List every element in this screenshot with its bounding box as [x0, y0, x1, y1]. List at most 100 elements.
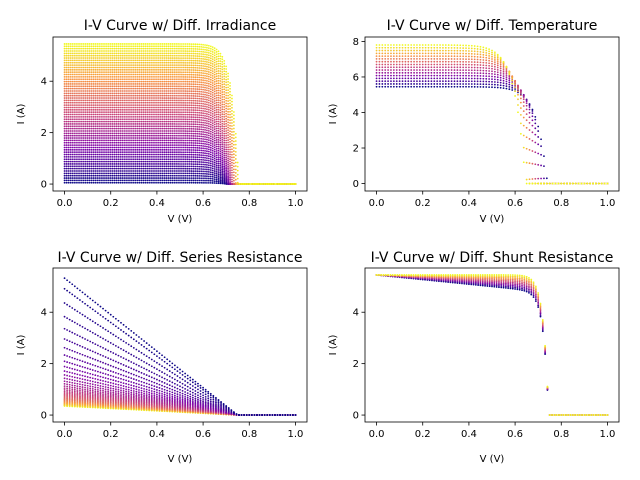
data-point	[138, 170, 141, 172]
data-point	[119, 104, 122, 107]
data-point	[127, 174, 129, 177]
data-point	[204, 96, 206, 98]
data-point	[96, 167, 99, 170]
data-point	[79, 132, 81, 135]
data-point	[107, 165, 110, 168]
data-point	[200, 133, 203, 135]
data-point	[167, 146, 170, 149]
data-point	[196, 142, 199, 145]
data-point	[165, 137, 168, 139]
data-point	[175, 123, 178, 125]
data-point	[211, 136, 214, 139]
data-point	[182, 111, 185, 114]
data-point	[77, 155, 79, 158]
data-point	[88, 99, 91, 102]
data-point	[144, 125, 147, 128]
data-point	[204, 117, 206, 120]
data-point	[129, 106, 131, 109]
data-point	[86, 137, 89, 139]
data-point	[154, 130, 156, 132]
data-point	[94, 181, 97, 184]
data-point	[84, 92, 87, 95]
data-point	[92, 87, 95, 90]
data-point	[157, 153, 160, 156]
data-point	[192, 90, 195, 93]
data-point	[79, 101, 81, 104]
data-point	[75, 148, 77, 151]
data-point	[127, 137, 129, 139]
data-point	[102, 87, 104, 90]
data-point	[82, 158, 85, 161]
data-point	[138, 111, 141, 114]
data-point	[213, 148, 216, 151]
data-point	[84, 174, 87, 177]
data-point	[211, 140, 214, 143]
data-point	[186, 130, 189, 133]
data-point	[90, 94, 93, 97]
data-point	[221, 143, 224, 146]
data-point	[69, 104, 72, 107]
data-point	[138, 148, 141, 151]
data-point	[194, 163, 197, 166]
data-point	[213, 130, 216, 133]
data-point	[104, 85, 106, 88]
data-point	[204, 107, 206, 110]
data-point	[207, 150, 210, 153]
data-point	[150, 170, 153, 172]
data-point	[223, 176, 226, 179]
data-point	[100, 139, 103, 142]
data-point	[84, 85, 87, 88]
data-point	[182, 125, 185, 128]
data-point	[194, 172, 197, 175]
data-point	[80, 165, 83, 168]
data-point	[119, 163, 122, 165]
data-point	[105, 137, 108, 139]
data-point	[198, 95, 201, 98]
data-point	[177, 163, 179, 165]
data-point	[88, 148, 91, 151]
data-point	[163, 139, 166, 142]
data-point	[156, 165, 158, 168]
data-point	[154, 134, 156, 137]
data-point	[86, 144, 89, 147]
data-point	[63, 167, 66, 170]
data-point	[165, 158, 168, 161]
data-point	[123, 118, 126, 121]
data-point	[223, 158, 226, 161]
data-point	[75, 179, 77, 182]
data-point	[182, 163, 185, 165]
data-point	[179, 127, 181, 130]
data-point	[217, 115, 220, 118]
data-point	[86, 139, 89, 142]
data-point	[130, 174, 133, 177]
data-point	[225, 158, 228, 161]
data-point	[165, 160, 168, 163]
data-point	[156, 123, 158, 125]
data-point	[192, 163, 195, 165]
data-point	[140, 179, 143, 182]
data-point	[184, 146, 187, 149]
data-point	[190, 179, 193, 182]
data-point	[69, 174, 72, 177]
data-point	[192, 151, 195, 154]
data-point	[94, 151, 97, 154]
data-point	[171, 104, 174, 107]
data-point	[209, 100, 212, 103]
data-point	[113, 137, 116, 139]
data-point	[136, 181, 139, 184]
data-point	[188, 104, 191, 107]
data-point	[105, 106, 108, 109]
data-point	[90, 153, 93, 156]
data-point	[215, 115, 218, 118]
data-point	[71, 94, 74, 97]
data-point	[167, 158, 170, 161]
data-point	[186, 132, 189, 135]
data-point	[211, 101, 214, 103]
data-point	[192, 172, 195, 175]
data-point	[161, 97, 164, 99]
data-point	[188, 90, 191, 93]
data-point	[107, 158, 110, 161]
data-point	[175, 90, 178, 92]
data-point	[194, 130, 197, 133]
data-point	[144, 130, 147, 132]
